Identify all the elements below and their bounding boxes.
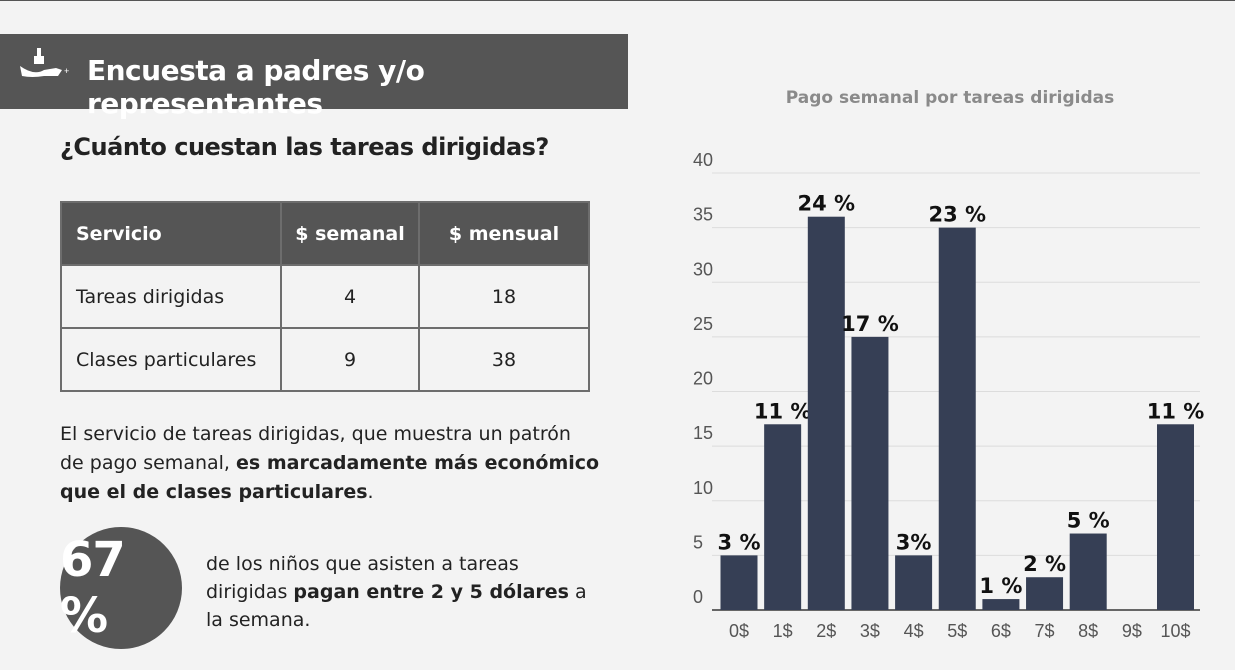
chess-knight-logo-icon: + [20, 48, 69, 77]
stat-bold: pagan entre 2 y 5 dólares [293, 581, 569, 603]
y-tick-label: 15 [693, 423, 713, 443]
question-heading: ¿Cuánto cuestan las tareas dirigidas? [60, 133, 549, 161]
y-tick-label: 35 [693, 205, 713, 225]
column-header: $ semanal [280, 201, 420, 266]
bar [851, 336, 889, 610]
top-border [0, 0, 1235, 1]
y-tick-label: 30 [693, 259, 713, 279]
bar [1069, 533, 1107, 610]
table-cell: Clases particulares [60, 327, 282, 392]
stat-text-1: de los niños que asisten a tareas dirigi… [206, 553, 519, 603]
bar [764, 424, 802, 610]
x-tick-label: 3$ [860, 621, 880, 641]
y-tick-label: 20 [693, 369, 713, 389]
data-label: 3 % [718, 530, 761, 554]
data-label: 17 % [841, 312, 899, 336]
bar [982, 599, 1020, 610]
header-title: Encuesta a padres y/o representantes [87, 54, 425, 120]
table-cell: Tareas dirigidas [60, 264, 282, 329]
table-cell: 4 [280, 264, 420, 329]
y-tick-label: 10 [693, 478, 713, 498]
bar [1157, 424, 1194, 610]
x-tick-label: 2$ [816, 621, 836, 641]
y-tick-label: 40 [693, 150, 713, 170]
table-row: Tareas dirigidas 4 18 [60, 264, 590, 329]
stat-text-2: a la semana. [206, 581, 587, 631]
bar [895, 555, 933, 610]
svg-text:+: + [64, 66, 69, 76]
paragraph-bold: es marcadamente más económico que el de … [60, 452, 600, 503]
data-label: 1 % [979, 574, 1022, 598]
header-banner: + Encuesta a padres y/o representantes [0, 34, 628, 120]
stat-text: de los niños que asisten a tareas dirigi… [206, 550, 596, 634]
data-label: 2 % [1023, 552, 1066, 576]
data-label: 11 % [754, 399, 812, 423]
y-tick-label: 0 [693, 587, 703, 607]
data-label: 5 % [1067, 509, 1110, 533]
data-label: 24 % [798, 192, 856, 216]
x-tick-label: 8$ [1078, 621, 1098, 641]
bar [1026, 577, 1064, 610]
cost-table: Servicio $ semanal $ mensual Tareas diri… [60, 201, 590, 392]
x-tick-label: 4$ [904, 621, 924, 641]
bar [720, 555, 758, 610]
bar [938, 227, 976, 610]
table-cell: 18 [418, 264, 590, 329]
column-header: Servicio [60, 201, 282, 266]
x-tick-label: 10$ [1160, 621, 1190, 641]
table-cell: 38 [418, 327, 590, 392]
x-tick-label: 7$ [1035, 621, 1055, 641]
data-label: 3% [896, 530, 932, 554]
data-label: 23 % [928, 203, 986, 227]
x-tick-label: 5$ [947, 621, 967, 641]
table-row: Clases particulares 9 38 [60, 327, 590, 392]
table-header-row: Servicio $ semanal $ mensual [60, 201, 590, 266]
x-tick-label: 9$ [1122, 621, 1142, 641]
x-tick-label: 1$ [773, 621, 793, 641]
chart-title: Pago semanal por tareas dirigidas [785, 88, 1115, 108]
x-tick-label: 0$ [729, 621, 749, 641]
paragraph-text: El servicio de tareas dirigidas, que mue… [60, 423, 571, 474]
y-tick-label: 25 [693, 314, 713, 334]
bar [807, 216, 845, 610]
x-tick-label: 6$ [991, 621, 1011, 641]
column-header: $ mensual [418, 201, 590, 266]
y-tick-label: 5 [693, 532, 703, 552]
summary-paragraph: El servicio de tareas dirigidas, que mue… [60, 420, 600, 507]
data-label: 11 % [1147, 399, 1205, 423]
paragraph-end: . [367, 481, 374, 503]
table-cell: 9 [280, 327, 420, 392]
